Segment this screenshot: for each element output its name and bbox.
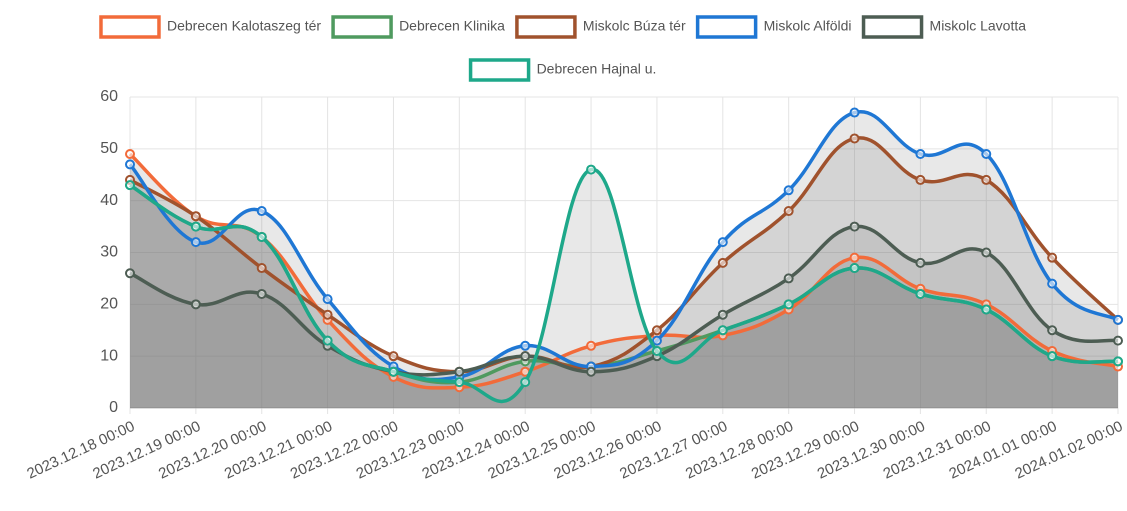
- legend-swatch: [695, 15, 758, 39]
- point: [256, 206, 267, 217]
- point: [520, 351, 531, 362]
- area: [130, 154, 1118, 408]
- point: [322, 294, 333, 305]
- legend-item: Miskolc Búza tér: [515, 15, 686, 39]
- point: [915, 149, 926, 160]
- legend-swatch: [468, 58, 531, 82]
- point: [190, 211, 201, 222]
- point: [1047, 351, 1058, 362]
- point: [981, 304, 992, 315]
- y-tick-label: 30: [100, 244, 118, 261]
- point: [256, 288, 267, 299]
- area: [130, 185, 1118, 408]
- point: [125, 180, 135, 191]
- legend-label: Debrecen Hajnal u.: [537, 61, 657, 77]
- point: [1047, 278, 1058, 289]
- point: [915, 174, 926, 185]
- point: [586, 366, 597, 377]
- point: [190, 237, 201, 248]
- line: [128, 152, 1119, 390]
- legend-swatch: [99, 15, 161, 39]
- y-tick-label: 10: [100, 347, 118, 364]
- point: [717, 309, 728, 320]
- point: [981, 149, 992, 160]
- point: [849, 263, 860, 274]
- legend-swatch: [861, 15, 924, 39]
- legend-item: Miskolc Lavotta: [861, 15, 1027, 39]
- line: [129, 224, 1119, 377]
- point: [783, 185, 794, 196]
- point: [190, 221, 201, 232]
- area: [130, 111, 1118, 408]
- y-tick-label: 0: [109, 399, 118, 416]
- point: [915, 288, 926, 299]
- area: [130, 137, 1118, 409]
- point: [849, 133, 860, 144]
- point: [849, 252, 860, 263]
- point: [520, 340, 531, 351]
- point: [388, 351, 399, 362]
- point: [125, 159, 135, 170]
- legend-swatch: [515, 15, 577, 39]
- point: [981, 247, 992, 258]
- legend-label: Debrecen Klinika: [399, 18, 505, 34]
- point: [125, 268, 135, 279]
- point: [586, 164, 597, 175]
- point: [190, 299, 201, 310]
- point: [1047, 252, 1058, 263]
- point: [915, 257, 926, 268]
- y-tick-label: 20: [100, 296, 118, 313]
- legend-item: Debrecen Klinika: [331, 15, 505, 39]
- legend-label: Miskolc Lavotta: [930, 18, 1027, 34]
- point: [849, 221, 860, 232]
- point: [388, 366, 399, 377]
- point: [783, 206, 794, 217]
- point: [1113, 314, 1123, 325]
- legend-item: Debrecen Hajnal u.: [468, 58, 657, 82]
- y-tick-label: 50: [100, 140, 118, 157]
- point: [454, 366, 465, 377]
- area: [130, 169, 1118, 408]
- point: [125, 149, 135, 160]
- line: [128, 109, 1119, 382]
- y-tick-label: 40: [100, 192, 118, 209]
- point: [454, 377, 465, 388]
- point: [256, 231, 267, 242]
- point: [717, 325, 728, 336]
- y-tick-label: 60: [100, 88, 118, 105]
- point: [651, 345, 662, 356]
- point: [783, 273, 794, 284]
- legend-item: Debrecen Kalotaszeg tér: [99, 15, 321, 39]
- point: [1047, 325, 1058, 336]
- x-tick-label: 2023.12.18 00:00: [24, 418, 137, 483]
- point: [717, 257, 728, 268]
- legend-label: Miskolc Alföldi: [764, 18, 852, 34]
- point: [651, 335, 662, 346]
- legend-swatch: [331, 15, 393, 39]
- point: [849, 107, 860, 118]
- point: [981, 174, 992, 185]
- line: [129, 167, 1119, 404]
- area: [130, 226, 1118, 408]
- point: [322, 335, 333, 346]
- point: [651, 325, 662, 336]
- legend-label: Miskolc Búza tér: [583, 18, 686, 34]
- legend-label: Debrecen Kalotaszeg tér: [167, 18, 321, 34]
- point: [520, 377, 531, 388]
- point: [1113, 356, 1123, 367]
- point: [256, 263, 267, 274]
- legend-item: Miskolc Alföldi: [695, 15, 852, 39]
- point: [322, 309, 333, 320]
- point: [783, 299, 794, 310]
- point: [1113, 335, 1123, 346]
- point: [586, 340, 597, 351]
- point: [717, 237, 728, 248]
